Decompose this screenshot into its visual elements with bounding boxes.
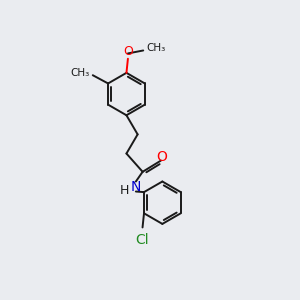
Text: O: O [123, 45, 133, 58]
Text: CH₃: CH₃ [70, 68, 89, 78]
Text: O: O [157, 150, 167, 164]
Text: N: N [131, 179, 141, 194]
Text: Cl: Cl [136, 233, 149, 247]
Text: H: H [119, 184, 129, 197]
Text: CH₃: CH₃ [147, 43, 166, 53]
